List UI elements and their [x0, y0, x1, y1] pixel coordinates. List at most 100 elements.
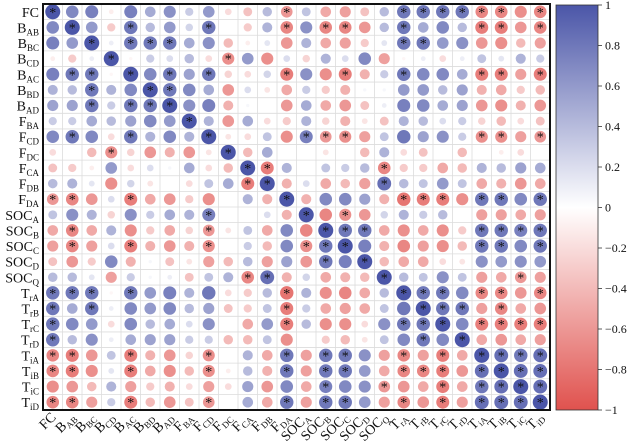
correlation-circle [456, 396, 468, 408]
correlation-circle [320, 37, 332, 49]
grid-lines [43, 4, 550, 410]
correlation-circle [381, 103, 387, 108]
correlation-circle [124, 130, 138, 144]
correlation-circle [185, 7, 194, 16]
correlation-circle [319, 192, 333, 206]
correlation-circle [514, 21, 527, 34]
correlation-circle [144, 193, 156, 205]
correlation-circle [65, 239, 79, 253]
correlation-circle [262, 288, 272, 298]
correlation-circle [514, 317, 528, 331]
correlation-circle [320, 53, 331, 64]
row-label: TiC [22, 381, 39, 397]
correlation-circle [66, 208, 79, 221]
correlation-circle [436, 37, 449, 49]
correlation-circle [361, 320, 369, 328]
correlation-circle [280, 286, 294, 300]
correlation-circle [125, 256, 136, 267]
significance-marker: * [69, 240, 76, 255]
correlation-circle [163, 115, 176, 127]
row-label: TrB [21, 303, 39, 319]
correlation-circle [144, 6, 156, 18]
correlation-circle [378, 380, 391, 393]
correlation-circle [338, 286, 352, 300]
correlation-circle [244, 133, 252, 141]
correlation-circle [358, 208, 371, 221]
significance-marker: * [49, 318, 56, 333]
correlation-circle [201, 129, 217, 145]
correlation-circle [124, 83, 138, 97]
correlation-circle [242, 381, 254, 393]
correlation-circle [455, 286, 469, 300]
correlation-circle [416, 364, 430, 378]
correlation-circle [416, 333, 430, 347]
significance-marker: * [439, 6, 446, 21]
significance-marker: * [127, 349, 134, 364]
significance-marker: * [439, 381, 446, 396]
correlation-circle [339, 208, 352, 221]
correlation-circle [87, 147, 97, 158]
correlation-circle [322, 149, 329, 156]
correlation-circle [475, 317, 489, 331]
correlation-circle [455, 5, 469, 19]
significance-marker: * [478, 224, 485, 239]
correlation-circle [379, 7, 389, 17]
correlation-circle [46, 364, 60, 378]
correlation-circle [436, 333, 450, 347]
correlation-circle [65, 224, 79, 237]
correlation-circle [339, 99, 352, 112]
row-label: SOCA [5, 209, 39, 225]
correlation-circle [302, 180, 310, 187]
correlation-circle [418, 179, 428, 189]
significance-marker: * [537, 224, 544, 239]
significance-marker: * [205, 68, 212, 83]
correlation-circle [379, 22, 389, 33]
correlation-circle [183, 68, 195, 80]
correlation-circle [379, 241, 390, 252]
correlation-circle [495, 36, 508, 50]
correlation-circle [202, 208, 216, 222]
correlation-circle [124, 5, 138, 19]
significance-marker: * [439, 287, 446, 302]
correlation-circle [184, 241, 195, 252]
significance-marker: * [205, 349, 212, 364]
significance-marker: * [322, 381, 329, 396]
plot-border [42, 3, 551, 411]
correlation-circle [494, 192, 508, 206]
correlation-circle [280, 5, 293, 18]
significance-marker: * [205, 21, 212, 36]
correlation-circle [85, 21, 98, 34]
correlation-circle [241, 270, 255, 284]
correlation-circle [124, 364, 138, 378]
correlation-circle [436, 224, 449, 237]
significance-marker: * [478, 396, 485, 411]
significance-marker: * [283, 21, 290, 36]
significance-marker: * [498, 193, 505, 208]
correlation-circle [417, 84, 430, 96]
correlation-circle [495, 333, 508, 346]
correlation-circle [185, 195, 194, 204]
correlation-circle [437, 162, 449, 174]
correlation-circle [494, 20, 508, 34]
correlation-circle [438, 85, 448, 95]
significance-marker: * [49, 287, 56, 302]
correlation-circle [532, 394, 548, 410]
correlation-circle [417, 349, 429, 361]
correlation-circle [496, 163, 506, 173]
correlation-circle [262, 194, 273, 205]
correlation-circle [416, 67, 430, 81]
column-labels: FCBABBBCBCDBACBBDBADFBAFCDFDCFCAFDBFDASO… [37, 410, 548, 444]
correlation-circle [534, 162, 546, 174]
correlation-circle [320, 303, 332, 314]
colorbar-tick-label: 0 [605, 201, 611, 215]
significance-marker: * [205, 131, 212, 146]
significance-marker: * [49, 349, 56, 364]
significance-marker: * [537, 131, 544, 146]
correlation-circle [185, 180, 193, 187]
correlation-circle [495, 84, 507, 96]
correlation-circle [65, 317, 79, 331]
correlation-circle [85, 286, 99, 300]
correlation-circle [418, 116, 428, 126]
correlation-circle [204, 179, 214, 189]
correlation-circle [515, 131, 527, 143]
